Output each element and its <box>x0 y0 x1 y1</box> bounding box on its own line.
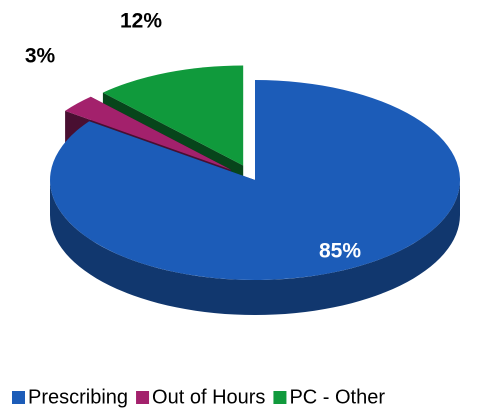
data-label: 12% <box>120 10 162 33</box>
slice <box>102 65 244 166</box>
slice <box>65 96 231 170</box>
legend-label: Out of Hours <box>152 386 265 408</box>
legend-swatch <box>136 391 150 404</box>
legend-label: Prescribing <box>28 386 128 408</box>
data-label: 3% <box>25 45 56 68</box>
data-label: 85% <box>319 240 361 263</box>
legend-swatch <box>273 391 287 404</box>
slice-wall <box>50 180 460 315</box>
slice <box>50 80 461 280</box>
legend-label: PC - Other <box>289 386 385 408</box>
legend-swatch <box>12 391 25 404</box>
